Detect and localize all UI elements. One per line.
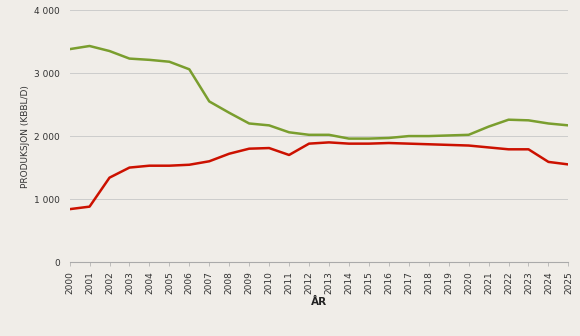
Y-axis label: PRODUKSJON (KBBL/D): PRODUKSJON (KBBL/D)	[21, 85, 30, 187]
X-axis label: ÅR: ÅR	[311, 297, 327, 307]
